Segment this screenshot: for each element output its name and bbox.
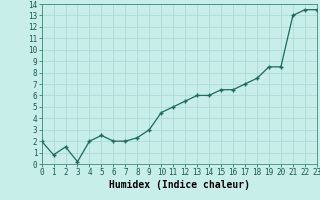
X-axis label: Humidex (Indice chaleur): Humidex (Indice chaleur) xyxy=(109,180,250,190)
